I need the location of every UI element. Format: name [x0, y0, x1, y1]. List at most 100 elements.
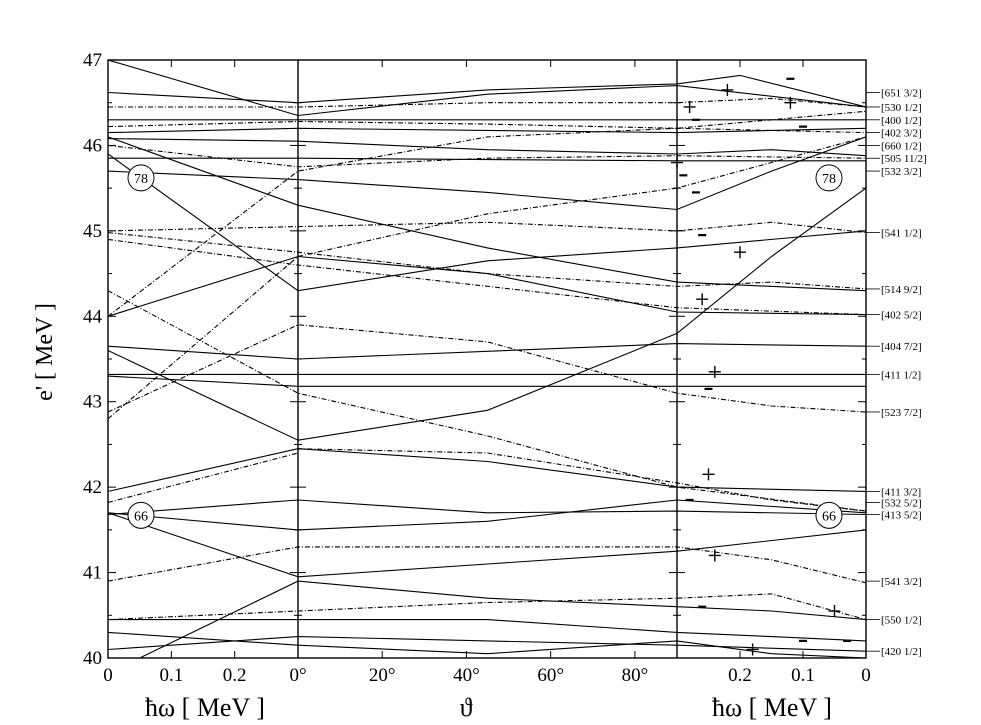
x-axis-title-left: ħω [ MeV ] — [145, 693, 265, 722]
series-line — [108, 232, 866, 290]
series-line — [108, 343, 866, 360]
orbital-label: [402 3/2] — [881, 128, 922, 140]
orbital-label: [660 1/2] — [881, 140, 922, 152]
mass-number-circle — [127, 164, 155, 192]
x-tick-label: 40° — [453, 665, 480, 686]
series-line — [108, 375, 866, 387]
x-tick-label: 0° — [289, 665, 306, 686]
series-line — [108, 127, 866, 134]
series-line — [108, 127, 866, 317]
plus-marker — [696, 293, 709, 306]
y-tick-label: 42 — [83, 477, 102, 498]
mass-number-circle — [127, 501, 155, 529]
x-tick-label: 0.1 — [791, 665, 815, 686]
series-line — [108, 153, 866, 292]
series-line — [108, 290, 866, 512]
orbital-label: [532 3/2] — [881, 166, 922, 178]
x-tick-label: 0.1 — [159, 665, 183, 686]
plus-marker — [708, 365, 721, 378]
y-tick-label: 43 — [83, 392, 102, 413]
series-line — [108, 136, 866, 211]
y-tick-label: 41 — [83, 563, 102, 584]
x-tick-label: 60° — [537, 665, 564, 686]
mass-number-circle — [815, 164, 843, 192]
series-line — [108, 448, 866, 512]
x-axis-title-right: ħω [ MeV ] — [712, 693, 832, 722]
series-line — [108, 238, 866, 316]
plus-marker — [746, 643, 759, 656]
series-line — [108, 157, 866, 162]
series-line — [108, 619, 866, 642]
mass-number-label: 78 — [822, 172, 836, 187]
orbital-label: [400 1/2] — [881, 115, 922, 127]
series-line — [108, 499, 866, 516]
orbital-labels: [651 3/2] [530 1/2][400 1/2][402 3/2][660… — [866, 87, 927, 658]
series-line — [108, 631, 866, 658]
plus-marker — [734, 246, 746, 259]
x-tick-label: 20° — [369, 665, 396, 686]
series-line — [108, 593, 866, 621]
x-tick-label: 0.2 — [728, 665, 752, 686]
series-line — [108, 499, 866, 531]
orbital-label: [550 1/2] — [881, 615, 922, 627]
orbital-label: [541 3/2] — [881, 576, 922, 588]
orbital-label: [411 3/2] — [881, 486, 921, 498]
ticks — [107, 59, 867, 659]
orbital-label: [523 7/2] — [881, 407, 922, 419]
orbital-label: [420 1/2] — [881, 646, 922, 658]
mass-number-label: 66 — [822, 509, 836, 524]
series-line — [108, 144, 866, 168]
annotations: 78 66 78 66 — [127, 164, 843, 529]
plus-marker — [784, 96, 797, 109]
y-tick-label: 45 — [83, 221, 102, 242]
plus-marker — [721, 83, 734, 96]
y-axis-label: e' [ MeV ] — [32, 303, 58, 401]
orbital-label: [413 5/2] — [881, 509, 922, 521]
series-line — [108, 74, 866, 108]
orbital-label: [530 1/2] — [881, 102, 922, 114]
x-axis-titles: ħω [ MeV ] ϑ ħω [ MeV ] — [145, 693, 832, 722]
series-line — [108, 324, 866, 413]
y-tick-label: 46 — [83, 135, 102, 156]
plus-marker — [708, 549, 721, 562]
series-line — [139, 580, 866, 658]
tick-labels: 40 41 42 43 44 45 46 47 0 0.1 0.2 0° 20° 40° 60° 80° 0.2… — [83, 50, 871, 686]
orbital-label: [505 11/2] — [881, 153, 927, 165]
series-line — [108, 110, 866, 129]
series-line — [108, 136, 866, 292]
series-lines — [108, 60, 866, 658]
mass-number-label: 78 — [134, 172, 148, 187]
orbital-label: [514 9/2] — [881, 284, 922, 296]
orbital-label: [404 7/2] — [881, 341, 922, 353]
y-axis-title: e' [ MeV ] — [32, 303, 58, 401]
series-line — [108, 448, 866, 492]
y-tick-label: 47 — [83, 50, 102, 71]
x-tick-label: 0.2 — [223, 665, 247, 686]
plus-marker — [683, 100, 696, 113]
x-tick-label: 0 — [103, 665, 113, 686]
plus-marker — [828, 605, 841, 618]
x-tick-label: 0 — [861, 665, 871, 686]
y-tick-label: 44 — [83, 306, 103, 327]
series-line — [108, 546, 866, 584]
markers — [671, 77, 852, 656]
orbital-label: [532 5/2] — [881, 498, 922, 510]
series-line — [108, 255, 866, 317]
series-line — [108, 512, 866, 578]
orbital-label: [402 5/2] — [881, 310, 922, 322]
mass-number-label: 66 — [134, 509, 148, 524]
series-line — [108, 221, 866, 234]
series-line — [108, 138, 866, 157]
series-line — [108, 636, 866, 652]
x-tick-label: 80° — [622, 665, 649, 686]
y-tick-label: 40 — [83, 648, 102, 669]
plus-marker — [702, 468, 715, 481]
mass-number-circle — [815, 501, 843, 529]
series-line — [108, 187, 866, 441]
x-axis-title-middle: ϑ — [460, 693, 473, 722]
orbital-label: [541 1/2] — [881, 228, 922, 240]
series-line — [108, 97, 866, 108]
orbital-label: [651 3/2] — [881, 87, 922, 99]
series-line — [108, 60, 866, 117]
